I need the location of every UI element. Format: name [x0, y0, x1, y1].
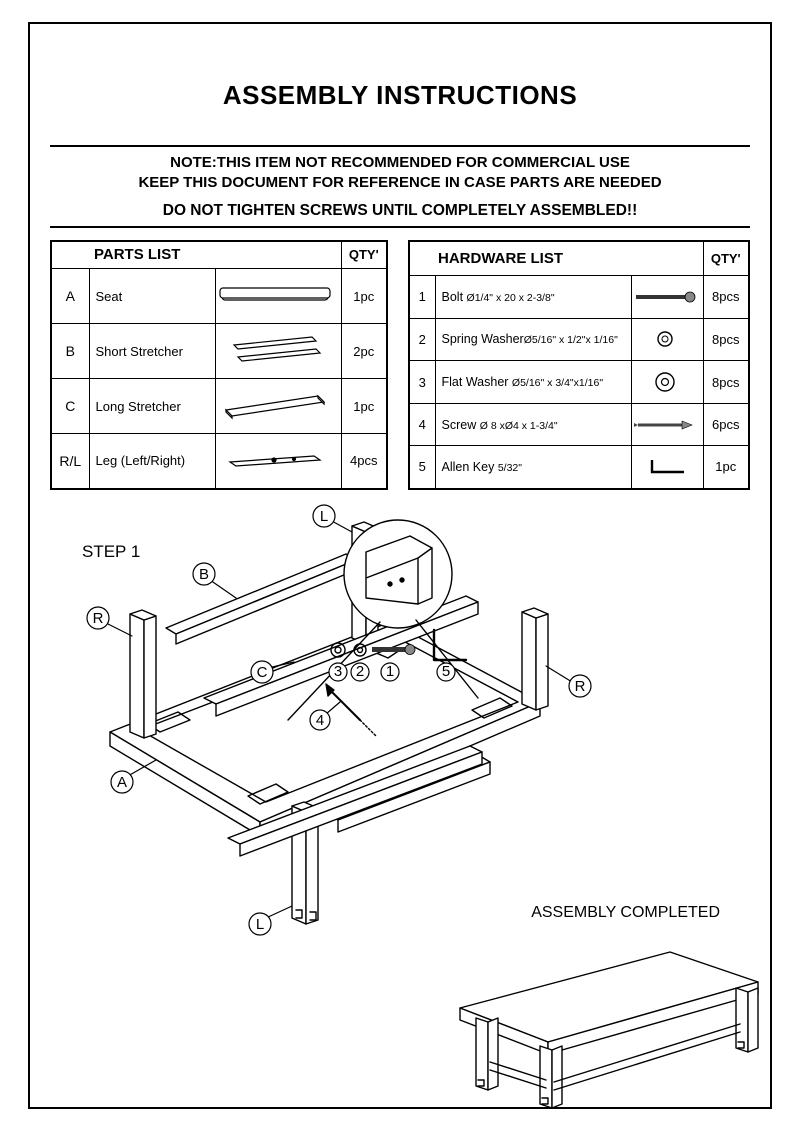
table-row: 4 Screw Ø 8 xØ4 x 1-3/4" 6pcs	[409, 403, 749, 446]
page-frame: ASSEMBLY INSTRUCTIONS NOTE:THIS ITEM NOT…	[28, 22, 772, 1109]
part-qty: 1pc	[341, 379, 387, 434]
hw-qty: 8pcs	[703, 276, 749, 319]
table-row: 3 Flat Washer Ø5/16" x 3/4"x1/16" 8pcs	[409, 361, 749, 404]
table-row: A Seat 1pc	[51, 269, 387, 324]
part-key: R/L	[51, 434, 89, 489]
page-title: ASSEMBLY INSTRUCTIONS	[30, 80, 770, 111]
qty-header: QTY'	[703, 241, 749, 276]
hw-qty: 1pc	[703, 446, 749, 489]
svg-text:R: R	[575, 678, 586, 695]
parts-header: PARTS LIST	[51, 241, 341, 269]
note-block: NOTE:THIS ITEM NOT RECOMMENDED FOR COMME…	[50, 145, 750, 228]
hw-name: Screw Ø 8 xØ4 x 1-3/4"	[435, 403, 631, 446]
hardware-header: HARDWARE LIST	[409, 241, 703, 276]
lists-row: PARTS LIST QTY' A Seat 1pc B Short Stret…	[50, 240, 750, 490]
part-name: Leg (Left/Right)	[89, 434, 215, 489]
svg-text:A: A	[117, 774, 127, 791]
hw-key: 1	[409, 276, 435, 319]
svg-text:L: L	[320, 508, 328, 525]
hw-name: Flat Washer Ø5/16" x 3/4"x1/16"	[435, 361, 631, 404]
hw-qty: 8pcs	[703, 361, 749, 404]
parts-list-table: PARTS LIST QTY' A Seat 1pc B Short Stret…	[50, 240, 388, 490]
hw-image	[631, 361, 703, 404]
table-row: C Long Stretcher 1pc	[51, 379, 387, 434]
part-name: Short Stretcher	[89, 324, 215, 379]
table-row: R/L Leg (Left/Right) 4pcs	[51, 434, 387, 489]
svg-text:5: 5	[442, 663, 450, 680]
svg-text:B: B	[199, 566, 209, 583]
part-image	[215, 379, 341, 434]
hw-key: 2	[409, 318, 435, 361]
table-row: 2 Spring WasherØ5/16" x 1/2"x 1/16" 8pcs	[409, 318, 749, 361]
part-key: C	[51, 379, 89, 434]
hw-qty: 8pcs	[703, 318, 749, 361]
svg-text:3: 3	[334, 663, 342, 680]
hw-key: 5	[409, 446, 435, 489]
hw-key: 4	[409, 403, 435, 446]
part-image	[215, 269, 341, 324]
svg-text:2: 2	[356, 663, 364, 680]
part-key: B	[51, 324, 89, 379]
table-row: 1 Bolt Ø1/4" x 20 x 2-3/8" 8pcs	[409, 276, 749, 319]
part-name: Long Stretcher	[89, 379, 215, 434]
part-qty: 2pc	[341, 324, 387, 379]
hardware-list-table: HARDWARE LIST QTY' 1 Bolt Ø1/4" x 20 x 2…	[408, 240, 750, 490]
hw-image	[631, 276, 703, 319]
hw-key: 3	[409, 361, 435, 404]
note-line-2: KEEP THIS DOCUMENT FOR REFERENCE IN CASE…	[50, 173, 750, 193]
hw-name: Bolt Ø1/4" x 20 x 2-3/8"	[435, 276, 631, 319]
table-row: 5 Allen Key 5/32" 1pc	[409, 446, 749, 489]
part-qty: 1pc	[341, 269, 387, 324]
svg-text:L: L	[256, 916, 264, 933]
hw-image	[631, 446, 703, 489]
svg-text:4: 4	[316, 712, 324, 729]
warning-line: DO NOT TIGHTEN SCREWS UNTIL COMPLETELY A…	[50, 202, 750, 228]
part-key: A	[51, 269, 89, 324]
note-line-1: NOTE:THIS ITEM NOT RECOMMENDED FOR COMME…	[50, 153, 750, 173]
part-qty: 4pcs	[341, 434, 387, 489]
svg-text:C: C	[257, 664, 268, 681]
table-row: B Short Stretcher 2pc	[51, 324, 387, 379]
hw-image	[631, 403, 703, 446]
svg-text:R: R	[93, 610, 104, 627]
hw-name: Spring WasherØ5/16" x 1/2"x 1/16"	[435, 318, 631, 361]
part-image	[215, 434, 341, 489]
assembly-diagram: L R B C A R L 4 3 2 1 5	[70, 502, 790, 1112]
svg-text:1: 1	[386, 663, 394, 680]
part-name: Seat	[89, 269, 215, 324]
hw-qty: 6pcs	[703, 403, 749, 446]
hw-image	[631, 318, 703, 361]
hw-name: Allen Key 5/32"	[435, 446, 631, 489]
qty-header: QTY'	[341, 241, 387, 269]
part-image	[215, 324, 341, 379]
